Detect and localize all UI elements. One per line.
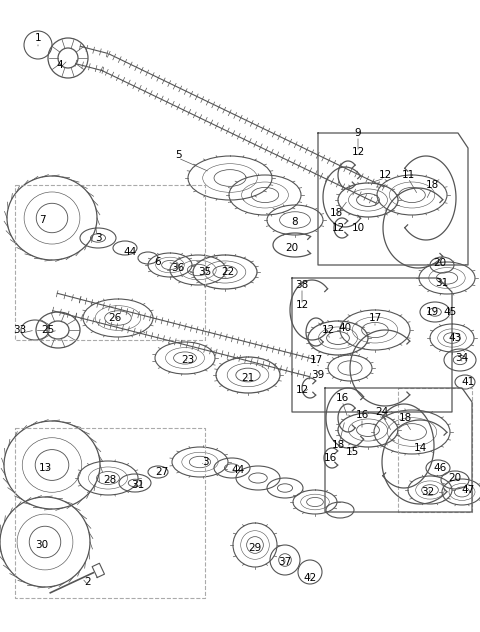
Text: 27: 27 [156,467,168,477]
Text: 26: 26 [108,313,121,323]
Text: 17: 17 [368,313,382,323]
Text: 7: 7 [39,215,45,225]
Text: 47: 47 [461,485,475,495]
Text: 12: 12 [351,147,365,157]
Text: 29: 29 [248,543,262,553]
Text: 12: 12 [295,300,309,310]
Text: 37: 37 [278,557,292,567]
Text: 18: 18 [331,440,345,450]
Text: 20: 20 [286,243,299,253]
Text: 14: 14 [413,443,427,453]
Text: 36: 36 [171,263,185,273]
Text: 31: 31 [132,480,144,490]
Text: 12: 12 [322,325,335,335]
Text: 39: 39 [312,370,324,380]
Text: 18: 18 [329,208,343,218]
Text: 17: 17 [310,355,323,365]
Text: 10: 10 [351,223,365,233]
Text: 32: 32 [421,487,434,497]
Text: 42: 42 [303,573,317,583]
Text: 15: 15 [346,447,359,457]
Text: 41: 41 [461,377,475,387]
Text: 16: 16 [324,453,336,463]
Text: 19: 19 [425,307,439,317]
Text: 20: 20 [433,258,446,268]
Text: 40: 40 [338,323,351,333]
Text: 5: 5 [175,150,181,160]
Text: 25: 25 [41,325,55,335]
Text: 45: 45 [444,307,456,317]
Text: 35: 35 [198,267,212,277]
Text: 28: 28 [103,475,117,485]
Text: 12: 12 [331,223,345,233]
Text: 4: 4 [57,60,63,70]
Text: 3: 3 [202,457,208,467]
Text: 44: 44 [123,247,137,257]
Text: 16: 16 [355,410,369,420]
Text: 43: 43 [448,333,462,343]
Text: 13: 13 [38,463,52,473]
Text: 6: 6 [155,257,161,267]
Text: 34: 34 [456,353,468,363]
Polygon shape [92,563,105,578]
Text: 30: 30 [36,540,48,550]
Text: 46: 46 [433,463,446,473]
Text: 22: 22 [221,267,235,277]
Text: 11: 11 [401,170,415,180]
Text: 2: 2 [84,577,91,587]
Text: 3: 3 [95,233,101,243]
Text: 8: 8 [292,217,298,227]
Text: 20: 20 [448,473,462,483]
Text: 44: 44 [231,465,245,475]
Text: 21: 21 [241,373,254,383]
Text: 24: 24 [375,407,389,417]
Text: 31: 31 [435,278,449,288]
Text: 12: 12 [378,170,392,180]
Text: 16: 16 [336,393,348,403]
Text: 18: 18 [425,180,439,190]
Text: 1: 1 [35,33,41,43]
Text: 38: 38 [295,280,309,290]
Text: 12: 12 [295,385,309,395]
Text: 18: 18 [398,413,412,423]
Text: 23: 23 [181,355,194,365]
Text: 33: 33 [13,325,26,335]
Text: 9: 9 [355,128,361,138]
